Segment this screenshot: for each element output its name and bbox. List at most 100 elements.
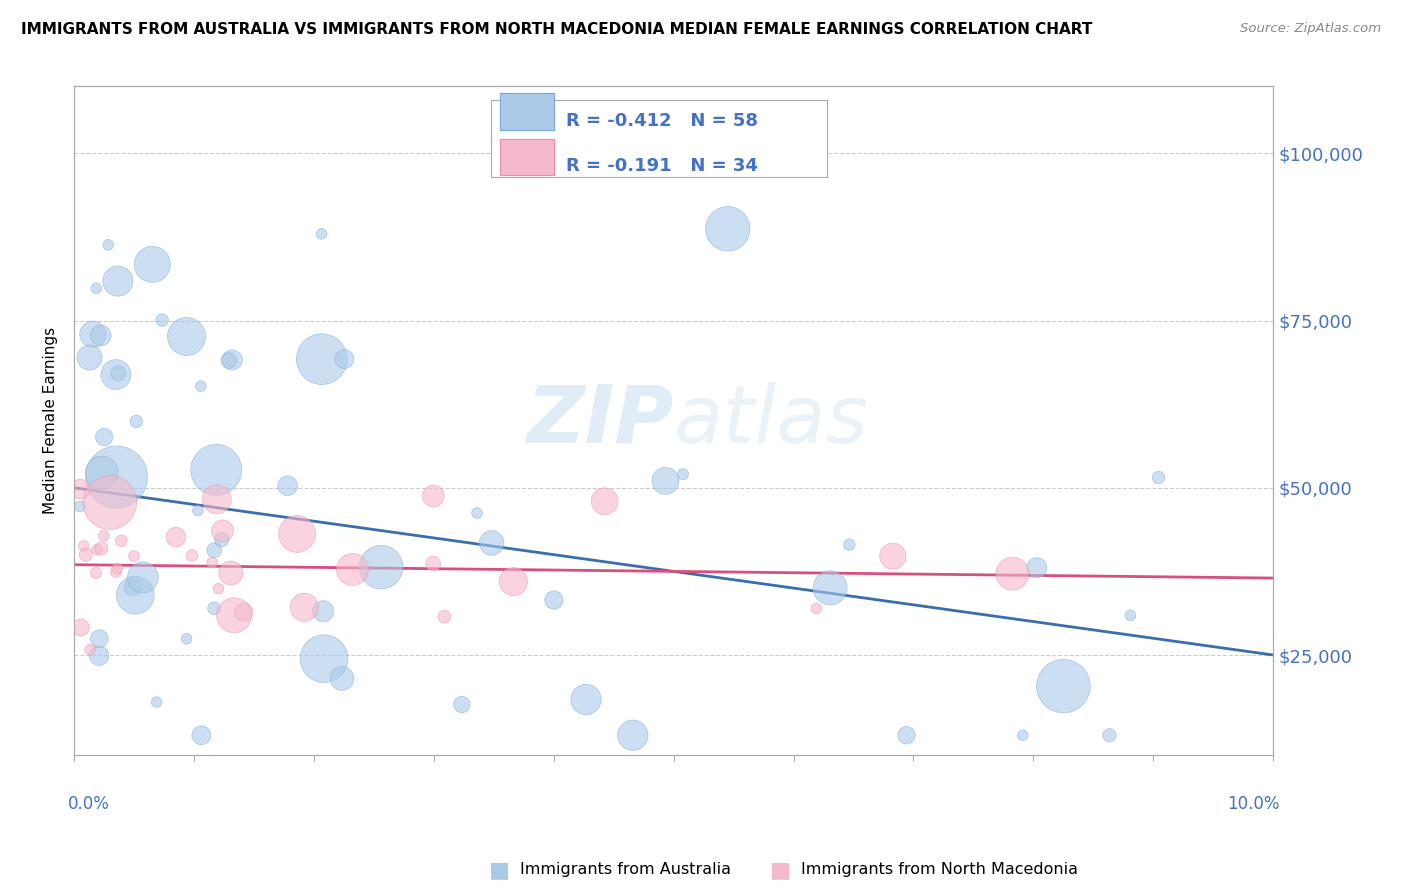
- Point: [87, 648, 110, 663]
- Point: [882, 549, 904, 564]
- Point: [672, 467, 695, 482]
- Point: [165, 530, 187, 544]
- Point: [107, 274, 129, 288]
- Point: [187, 503, 209, 517]
- Point: [311, 227, 333, 241]
- Point: [481, 536, 503, 550]
- Point: [93, 430, 115, 444]
- Point: [105, 470, 128, 484]
- Point: [818, 581, 841, 595]
- Point: [1011, 728, 1033, 742]
- Text: Immigrants from Australia: Immigrants from Australia: [520, 863, 731, 877]
- Point: [90, 541, 112, 556]
- Point: [132, 570, 155, 584]
- Point: [433, 609, 456, 624]
- Text: Immigrants from North Macedonia: Immigrants from North Macedonia: [801, 863, 1078, 877]
- Point: [141, 257, 163, 271]
- Point: [73, 539, 96, 553]
- Point: [205, 492, 228, 507]
- Point: [122, 549, 145, 563]
- Point: [333, 351, 356, 366]
- FancyBboxPatch shape: [499, 138, 554, 176]
- Point: [312, 651, 335, 665]
- Point: [69, 621, 91, 635]
- Point: [176, 329, 198, 343]
- Point: [222, 608, 245, 623]
- Point: [190, 728, 212, 742]
- Point: [330, 672, 353, 686]
- Text: ■: ■: [770, 860, 790, 880]
- Point: [370, 560, 392, 574]
- Point: [84, 566, 107, 580]
- Point: [104, 565, 127, 579]
- Point: [593, 494, 616, 508]
- Point: [1098, 728, 1121, 742]
- Text: 10.0%: 10.0%: [1226, 796, 1279, 814]
- Point: [207, 582, 229, 596]
- Point: [90, 466, 112, 480]
- Point: [292, 600, 315, 615]
- Point: [79, 642, 101, 657]
- Point: [93, 529, 115, 543]
- Point: [450, 698, 472, 712]
- Point: [806, 601, 828, 615]
- Point: [654, 474, 676, 488]
- FancyBboxPatch shape: [499, 93, 554, 130]
- Point: [90, 328, 112, 343]
- Point: [1147, 470, 1170, 484]
- Point: [202, 601, 225, 615]
- Point: [201, 556, 224, 570]
- Point: [896, 728, 918, 742]
- Text: Source: ZipAtlas.com: Source: ZipAtlas.com: [1240, 22, 1381, 36]
- Point: [150, 313, 173, 327]
- Point: [107, 366, 129, 380]
- Point: [502, 574, 524, 589]
- Point: [125, 414, 148, 428]
- Point: [69, 500, 91, 514]
- Point: [79, 351, 101, 365]
- Point: [277, 479, 299, 493]
- Point: [105, 562, 128, 576]
- Point: [86, 542, 108, 557]
- Point: [575, 692, 598, 706]
- Y-axis label: Median Female Earnings: Median Female Earnings: [44, 327, 58, 515]
- Point: [110, 533, 132, 548]
- Point: [124, 588, 146, 602]
- Point: [69, 482, 91, 496]
- Point: [181, 549, 204, 563]
- Point: [75, 548, 97, 562]
- Point: [145, 695, 167, 709]
- Point: [1052, 679, 1074, 693]
- Text: ■: ■: [489, 860, 509, 880]
- FancyBboxPatch shape: [491, 100, 827, 177]
- Point: [311, 352, 333, 367]
- Point: [205, 463, 228, 477]
- Point: [422, 489, 444, 503]
- Point: [838, 538, 860, 552]
- Point: [465, 506, 488, 520]
- Text: atlas: atlas: [673, 382, 869, 460]
- Text: R = -0.412   N = 58: R = -0.412 N = 58: [565, 112, 758, 129]
- Point: [232, 605, 254, 619]
- Point: [218, 353, 240, 368]
- Point: [221, 353, 243, 368]
- Point: [89, 632, 111, 646]
- Point: [211, 533, 233, 547]
- Point: [219, 566, 242, 580]
- Point: [98, 495, 121, 509]
- Point: [621, 728, 644, 742]
- Point: [422, 557, 444, 571]
- Text: IMMIGRANTS FROM AUSTRALIA VS IMMIGRANTS FROM NORTH MACEDONIA MEDIAN FEMALE EARNI: IMMIGRANTS FROM AUSTRALIA VS IMMIGRANTS …: [21, 22, 1092, 37]
- Point: [312, 604, 335, 618]
- Point: [190, 379, 212, 393]
- FancyBboxPatch shape: [499, 138, 554, 176]
- Point: [717, 222, 740, 236]
- Point: [202, 543, 225, 558]
- Point: [1119, 608, 1142, 623]
- Point: [1025, 560, 1047, 574]
- Text: ZIP: ZIP: [526, 382, 673, 460]
- Point: [543, 593, 565, 607]
- Point: [122, 580, 145, 594]
- Text: 0.0%: 0.0%: [67, 796, 110, 814]
- Point: [342, 562, 364, 576]
